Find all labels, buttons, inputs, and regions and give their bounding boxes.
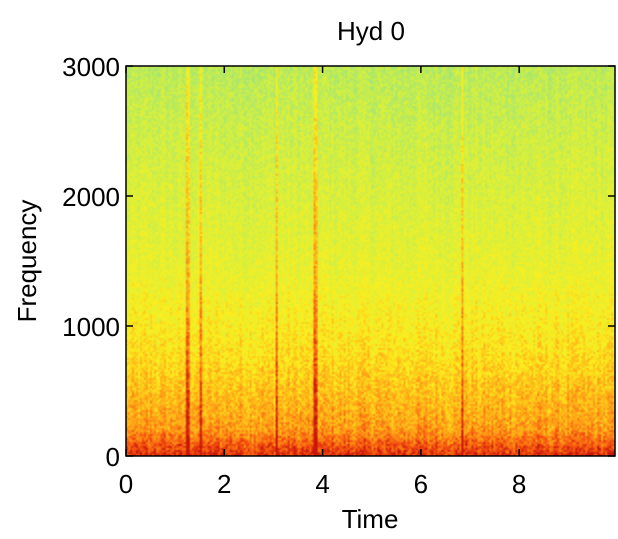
x-axis: 0 2 4 6 8 <box>119 66 526 499</box>
y-tick-label: 2000 <box>62 182 120 212</box>
x-tick-label: 2 <box>217 469 231 499</box>
plot-frame <box>125 65 616 457</box>
y-tick-label: 3000 <box>62 52 120 82</box>
x-tick-label: 6 <box>414 469 428 499</box>
x-tick-label: 0 <box>119 469 133 499</box>
y-axis-label: Frequency <box>12 200 42 323</box>
spectrogram-heatmap <box>126 66 615 456</box>
chart-title: Hyd 0 <box>337 16 405 46</box>
plot-area <box>125 65 616 457</box>
x-axis-label: Time <box>342 504 399 534</box>
x-tick-label: 4 <box>315 469 329 499</box>
y-axis: 0 1000 2000 3000 <box>62 52 615 472</box>
y-tick-label: 0 <box>106 442 120 472</box>
x-tick-label: 8 <box>512 469 526 499</box>
y-tick-label: 1000 <box>62 312 120 342</box>
